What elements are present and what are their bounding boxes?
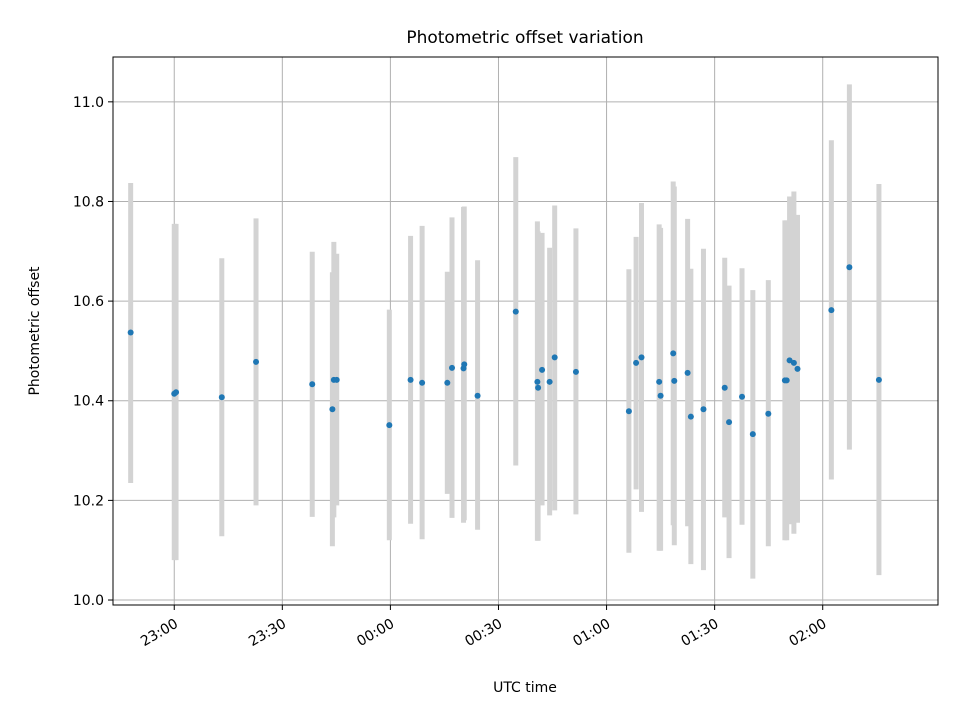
data-point xyxy=(449,364,456,371)
data-point xyxy=(534,378,541,385)
data-point xyxy=(127,329,134,336)
y-tick-label: 10.6 xyxy=(73,294,104,310)
plot-area-frame xyxy=(112,56,939,606)
data-point xyxy=(783,377,790,384)
data-point xyxy=(671,377,678,384)
x-axis-label: UTC time xyxy=(493,680,557,696)
data-point xyxy=(875,376,882,383)
data-point xyxy=(633,359,640,366)
data-point xyxy=(512,308,519,315)
data-points xyxy=(127,264,882,438)
y-tick-label: 10.8 xyxy=(73,194,104,210)
data-point xyxy=(670,350,677,357)
data-point xyxy=(253,358,260,365)
y-tick-label: 10.4 xyxy=(73,394,104,410)
data-point xyxy=(687,413,694,420)
y-tick-label: 10.2 xyxy=(73,493,104,509)
data-point xyxy=(551,354,558,361)
y-tick-label: 11.0 xyxy=(73,95,104,111)
data-point xyxy=(173,389,180,396)
data-point xyxy=(474,392,481,399)
chart-title: Photometric offset variation xyxy=(406,28,643,48)
data-point xyxy=(700,406,707,413)
data-point xyxy=(739,393,746,400)
data-point xyxy=(535,384,542,391)
data-point xyxy=(309,381,316,388)
data-point xyxy=(407,376,414,383)
data-point xyxy=(572,368,579,375)
data-point xyxy=(794,365,801,372)
data-point xyxy=(419,379,426,386)
data-point xyxy=(218,394,225,401)
data-point xyxy=(765,410,772,417)
data-point xyxy=(790,359,797,366)
data-point xyxy=(625,408,632,415)
data-point xyxy=(749,431,756,438)
data-point xyxy=(684,369,691,376)
data-point xyxy=(444,379,451,386)
data-point xyxy=(846,264,853,271)
y-tick-label: 10.0 xyxy=(73,593,104,609)
data-point xyxy=(461,361,468,368)
y-axis-label: Photometric offset xyxy=(27,266,43,396)
data-point xyxy=(656,378,663,385)
data-point xyxy=(333,376,340,383)
data-point xyxy=(721,384,728,391)
data-point xyxy=(539,366,546,373)
data-point xyxy=(546,378,553,385)
data-point xyxy=(638,354,645,361)
data-point xyxy=(657,392,664,399)
data-point xyxy=(828,307,835,314)
data-point xyxy=(386,422,393,429)
data-point xyxy=(329,406,336,413)
data-point xyxy=(726,419,733,426)
